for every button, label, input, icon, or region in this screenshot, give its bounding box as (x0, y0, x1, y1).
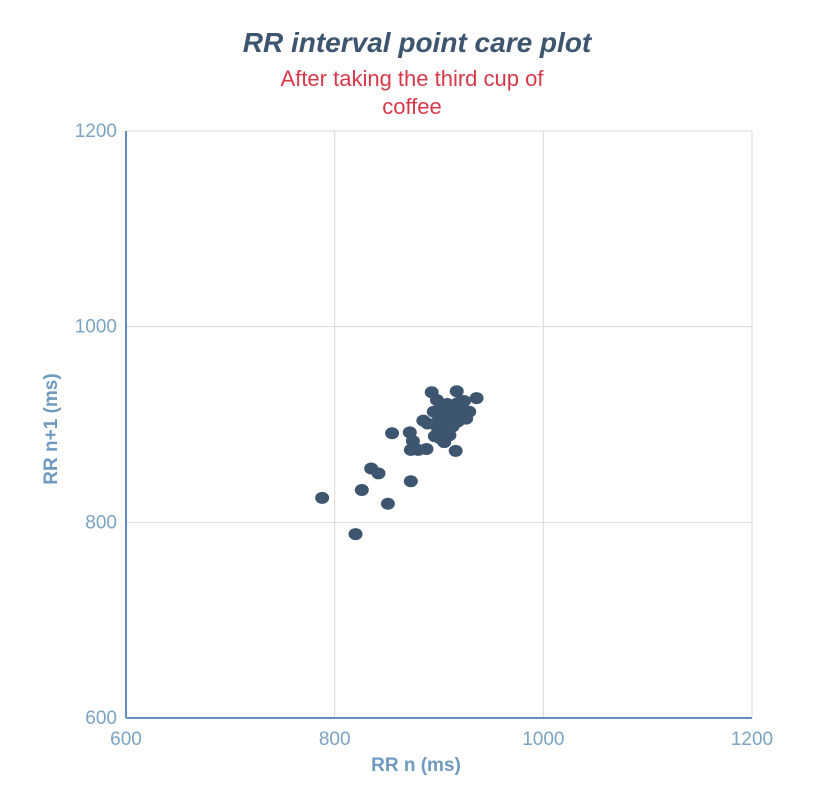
gridlines (126, 130, 753, 718)
data-point (420, 417, 435, 430)
x-tick-label: 800 (319, 729, 351, 750)
axes (125, 131, 752, 719)
data-point (449, 385, 464, 398)
data-point (448, 444, 463, 457)
data-point (380, 497, 395, 510)
tick-labels: 600 800 1000 1200 600 800 1000 1200 (75, 121, 773, 750)
data-point (462, 405, 477, 418)
y-tick-label: 800 (85, 512, 117, 533)
chart-subtitle-line-2: coffee (382, 94, 442, 119)
data-point (469, 392, 484, 405)
x-tick-label: 600 (110, 729, 142, 750)
y-tick-label: 1000 (75, 317, 117, 338)
data-point (315, 491, 330, 504)
y-axis-title: RR n+1 (ms) (41, 373, 62, 484)
chart-subtitle-line-1: After taking the third cup of (281, 66, 545, 91)
x-tick-label: 1000 (522, 729, 564, 750)
data-points (315, 385, 484, 541)
chart-title: RR interval point care plot (243, 27, 593, 58)
data-point (457, 395, 472, 408)
x-axis-title: RR n (ms) (371, 755, 461, 776)
data-point (348, 528, 363, 541)
data-point (419, 442, 434, 455)
data-point (371, 467, 386, 480)
x-tick-label: 1200 (731, 729, 773, 750)
data-point (403, 475, 418, 488)
y-tick-label: 1200 (75, 121, 117, 142)
data-point (354, 484, 369, 497)
y-tick-label: 600 (85, 708, 117, 729)
data-point (385, 427, 400, 440)
